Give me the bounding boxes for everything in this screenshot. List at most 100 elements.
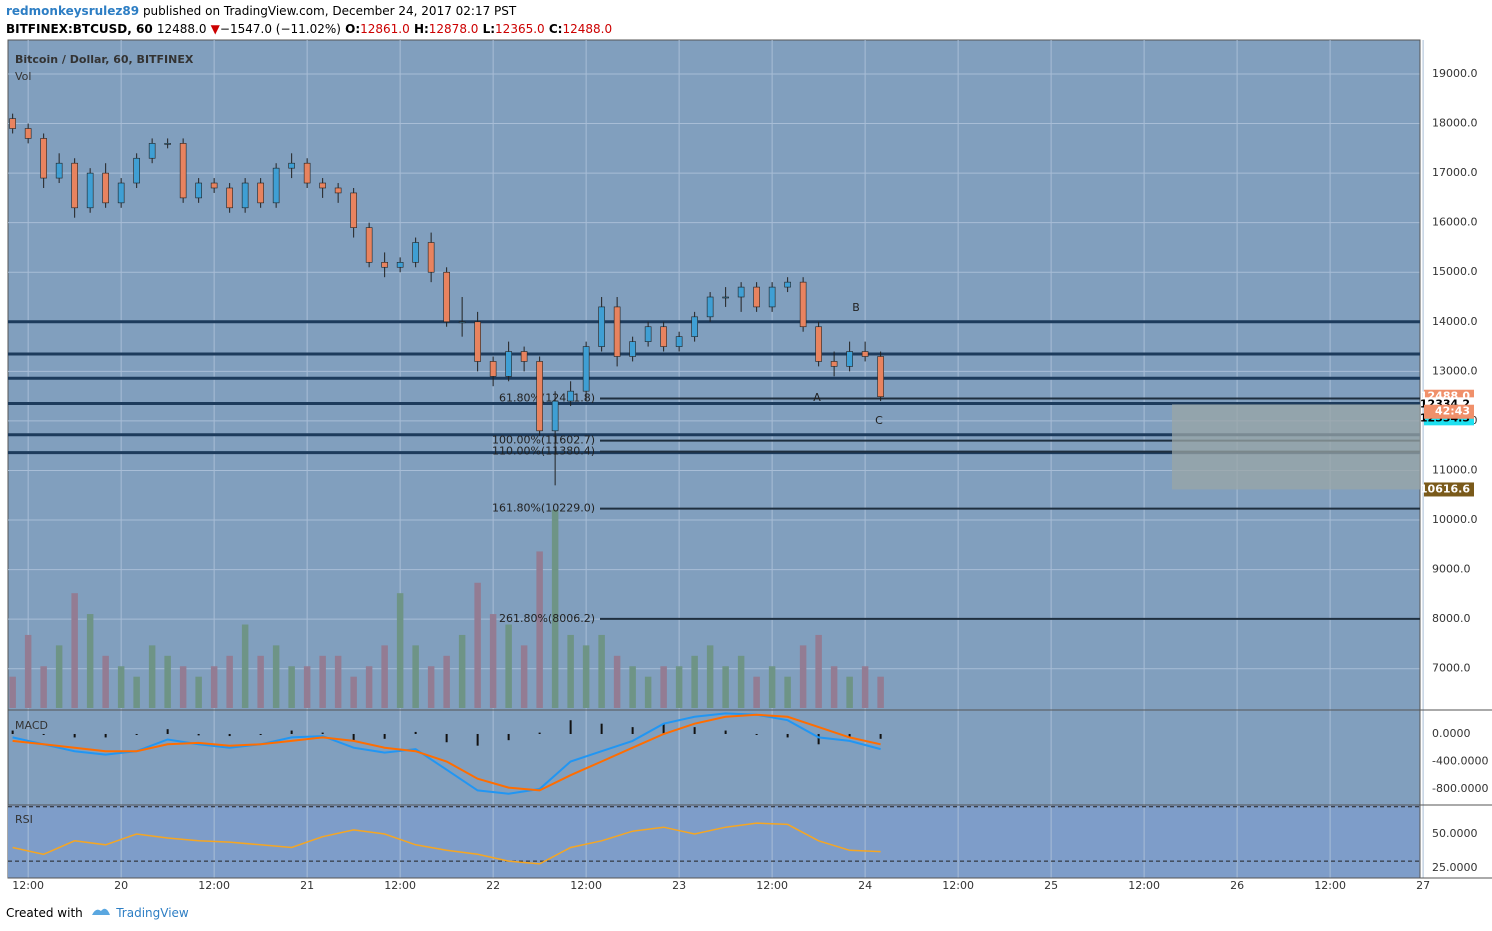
volume-bar [396,593,404,708]
macd-hist [197,733,200,736]
fib-label: 100.00%(11602.7) [492,434,595,447]
wave-label: C [875,414,883,427]
candle-body [520,351,528,362]
candle-body [877,356,884,398]
volume-bar [9,676,16,708]
volume-bar [644,676,652,708]
candle-body [768,286,776,308]
candle-body [629,341,636,357]
volume-bar [179,666,187,708]
candle-body [164,143,171,145]
x-tick-label: 24 [858,879,872,892]
candle-body [551,400,559,432]
macd-title: MACD [15,719,48,732]
macd-hist [42,733,45,735]
volume-bar [598,634,605,708]
x-tick-label: 12:00 [570,879,602,892]
y-tick-label: 13000.0 [1432,364,1478,377]
high: 12878.0 [428,22,479,36]
volume-bar [722,666,729,708]
candle-body [644,326,652,342]
fib-label: 110.00%(11380.4) [492,445,595,458]
volume-bar [458,634,466,708]
y-tick-label: 8000.0 [1432,612,1471,625]
volume-bar [877,676,884,708]
candle-body [226,187,233,209]
candle-body [319,182,326,189]
rsi-background [8,805,1420,878]
candle-body [241,182,249,209]
candle-body [567,390,574,402]
y-tick-label: 16000.0 [1432,216,1478,229]
fib-label: 261.80%(8006.2) [499,612,595,625]
y-tick-label: 25.0000 [1432,861,1478,874]
x-tick-label: 20 [114,879,128,892]
rsi-title: RSI [15,813,33,826]
arrow: ▼ [210,22,220,36]
macd-hist [724,730,727,734]
candle-body [396,262,404,268]
volume-bar [551,509,559,708]
candle-body [784,281,791,288]
x-tick-label: 12:00 [12,879,44,892]
candle-body [427,242,435,273]
candle-body [133,157,140,184]
macd-hist [631,727,634,734]
change: −1547.0 (−11.02%) [219,22,341,36]
chart: 12:00 20 12:00 21 12:00 22 12:00 23 12:00 24 12:00… [7,39,1492,892]
candle-body [675,336,683,347]
y-tick-label: 18000.0 [1432,117,1478,130]
macd-hist [848,733,851,738]
volume-bar [272,645,280,708]
fib-label: 61.80%(12451.8) [499,392,595,405]
y-tick-label: 9000.0 [1432,563,1471,576]
candle-body [24,128,32,139]
y-tick-label: 10000.0 [1432,513,1478,526]
macd-hist [352,733,355,741]
candle-body [334,187,342,194]
candle-body [799,281,807,328]
volume-bar [288,666,295,708]
author[interactable]: redmonkeysrulez89 [6,4,140,18]
candle-body [706,296,714,318]
y-tick-label: -800.0000 [1432,782,1488,795]
x-tick-label: 21 [300,879,314,892]
volume-bar [846,676,853,708]
y-tick-label: 7000.0 [1432,662,1471,675]
macd-hist [135,733,138,735]
header-line1: redmonkeysrulez89 published on TradingVi… [6,4,516,18]
candle-body [71,162,78,209]
candle-body [722,296,729,299]
macd-hist [569,720,572,734]
macd-hist [290,730,293,734]
x-tick-label: 27 [1416,879,1430,892]
candle-body [505,351,512,377]
candle-body [365,227,373,263]
candle-body [179,143,187,199]
candle-body [195,182,202,199]
candle-body [753,286,760,308]
vol-title: Vol [15,70,31,83]
macd-hist [228,733,231,737]
volume-bar [675,666,683,708]
volume-bar [195,676,202,708]
symbol: BITFINEX:BTCUSD, 60 [6,22,153,36]
volume-bar [706,645,714,708]
candle-body [412,242,419,263]
brand[interactable]: TradingView [116,906,189,920]
volume-bar [226,655,233,708]
volume-bar [629,666,636,708]
macd-hist [786,733,789,738]
volume-bar [71,593,78,708]
candle-body [830,361,838,367]
volume-bar [427,666,435,708]
volume-bar [303,666,311,708]
close: 12488.0 [562,22,613,36]
volume-bar [257,655,264,708]
countdown-bg [1424,404,1474,419]
candle-body [210,182,218,189]
volume-bar [210,666,218,708]
low: 12365.0 [495,22,545,36]
target-box [1172,404,1420,490]
